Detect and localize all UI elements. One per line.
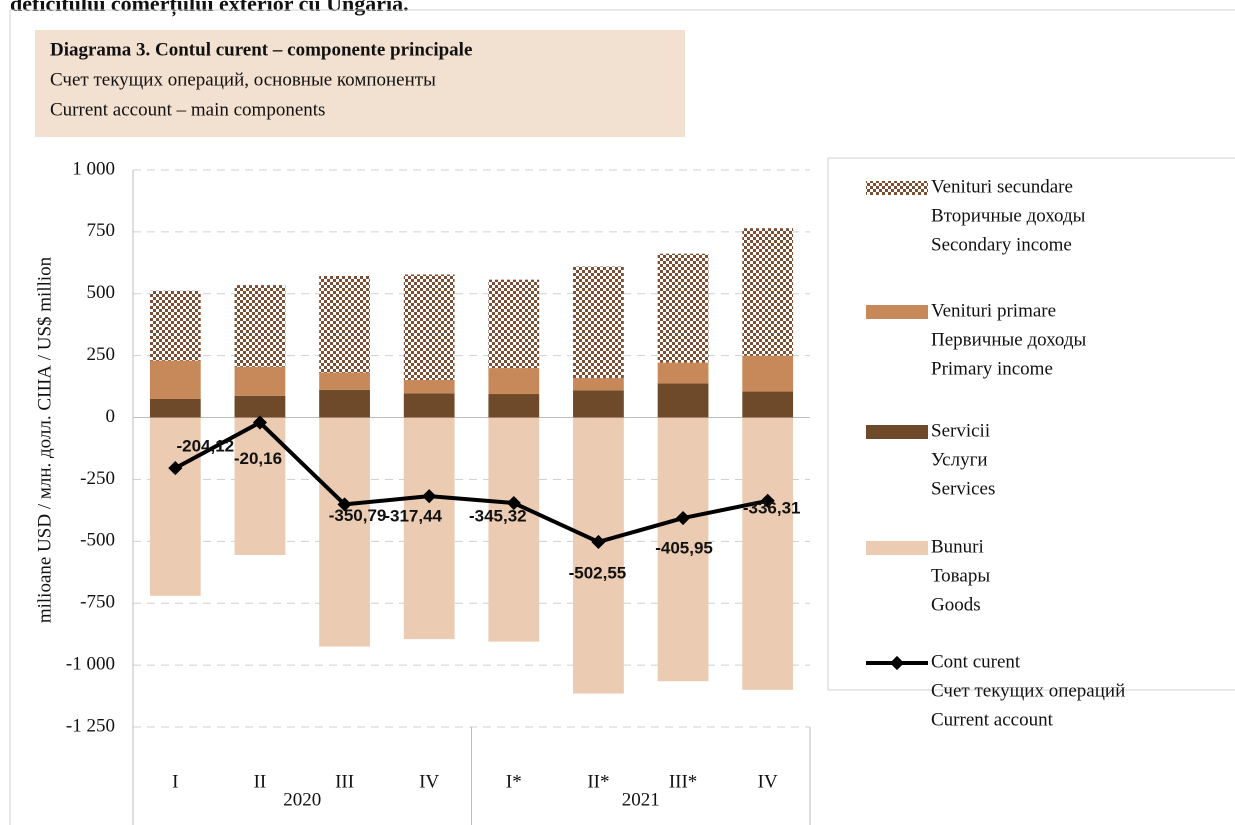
bar (657, 417, 709, 682)
legend-swatch (866, 541, 928, 555)
page-heading: deficitului comerțului exterior cu Ungar… (10, 0, 409, 17)
legend-swatch (866, 181, 928, 195)
legend-swatch (866, 425, 928, 439)
bar (403, 379, 455, 394)
bar (403, 393, 455, 418)
bar (319, 275, 370, 373)
bar (403, 274, 455, 380)
bar (742, 228, 794, 356)
legend-label: Venituri primare (931, 300, 1056, 321)
bar (319, 389, 370, 418)
legend-label: Bunuri (931, 536, 984, 557)
line-marker (591, 534, 606, 550)
data-label: -502,55 (569, 563, 627, 582)
bar (573, 377, 624, 391)
data-label: -336,31 (743, 498, 801, 517)
legend-label: Товары (931, 565, 990, 586)
y-tick-label: -1 000 (66, 653, 115, 674)
line-marker (675, 510, 691, 526)
legend-label: Primary income (931, 358, 1053, 379)
bar (488, 368, 540, 395)
data-label: -345,32 (469, 507, 527, 526)
legend-label: Goods (931, 594, 981, 615)
y-tick-label: -750 (80, 592, 115, 613)
data-label: -20,16 (234, 449, 282, 468)
data-label: -405,95 (655, 539, 713, 558)
title-box (35, 30, 685, 137)
legend-label: Current account (931, 709, 1054, 730)
y-tick-label: 750 (87, 220, 116, 241)
data-label: -350,79 (329, 506, 387, 525)
bar (149, 360, 201, 399)
chart-title: Diagrama 3. Contul curent – componente p… (50, 39, 472, 60)
line-marker (168, 461, 183, 476)
bar (234, 366, 286, 396)
bar (573, 266, 624, 378)
chart-frame (9, 9, 1235, 825)
chart-subtitle: Current account – main components (50, 99, 325, 120)
y-tick-label: -1 250 (66, 715, 115, 736)
x-tick-label: I* (506, 771, 522, 792)
x-tick-label: II (254, 771, 267, 792)
bar (742, 417, 794, 690)
bar (149, 398, 201, 418)
bar (234, 285, 286, 367)
chart-subtitle: Счет текущих операций, основные компонен… (50, 69, 436, 90)
legend-label: Services (931, 478, 995, 499)
legend-label: Вторичные доходы (931, 205, 1086, 226)
bar (573, 417, 624, 694)
x-tick-label: I (172, 771, 178, 792)
legend-swatch (889, 655, 905, 671)
bar (573, 390, 624, 418)
bar (488, 417, 540, 642)
bar (149, 290, 201, 361)
y-tick-label: -250 (80, 468, 115, 489)
legend-label: Первичные доходы (931, 329, 1087, 350)
bar (234, 395, 286, 418)
bar (319, 417, 370, 647)
y-tick-label: -500 (80, 530, 115, 551)
legend-label: Счет текущих операций (931, 680, 1125, 701)
data-label: -204,12 (176, 437, 234, 456)
bar (488, 394, 540, 418)
x-tick-label: III (335, 771, 354, 792)
y-tick-label: 250 (87, 344, 116, 365)
legend-label: Cont curent (931, 651, 1021, 672)
line (174, 420, 769, 544)
x-tick-label: IV (758, 771, 778, 792)
legend (827, 157, 1235, 691)
bar (742, 355, 794, 392)
line-marker (252, 415, 268, 430)
x-tick-label: III* (669, 771, 697, 792)
y-tick-label: 500 (87, 282, 116, 303)
x-tick-label: IV (419, 771, 439, 792)
line-marker (422, 489, 437, 504)
line-marker (337, 497, 352, 512)
line-marker (760, 493, 775, 508)
group-label: 2021 (622, 789, 660, 810)
group-label: 2020 (283, 789, 321, 810)
line-marker (506, 495, 521, 511)
bar (149, 417, 201, 596)
bar (657, 253, 709, 363)
legend-label: Venituri secundare (931, 176, 1073, 197)
legend-label: Услуги (931, 449, 988, 470)
bar (488, 279, 540, 369)
x-tick-label: II* (587, 771, 609, 792)
y-tick-label: 1 000 (72, 158, 115, 179)
bar (403, 417, 455, 640)
bar (657, 383, 709, 418)
y-tick-label: 0 (106, 406, 116, 427)
legend-label: Secondary income (931, 234, 1072, 255)
legend-swatch (866, 305, 928, 319)
legend-label: Servicii (931, 420, 990, 441)
bar (742, 391, 794, 418)
data-label: -317,44 (384, 507, 442, 526)
bar (657, 362, 709, 384)
bar (319, 372, 370, 390)
y-axis-label: milioane USD / млн. долл. США / US$ mill… (34, 256, 55, 623)
